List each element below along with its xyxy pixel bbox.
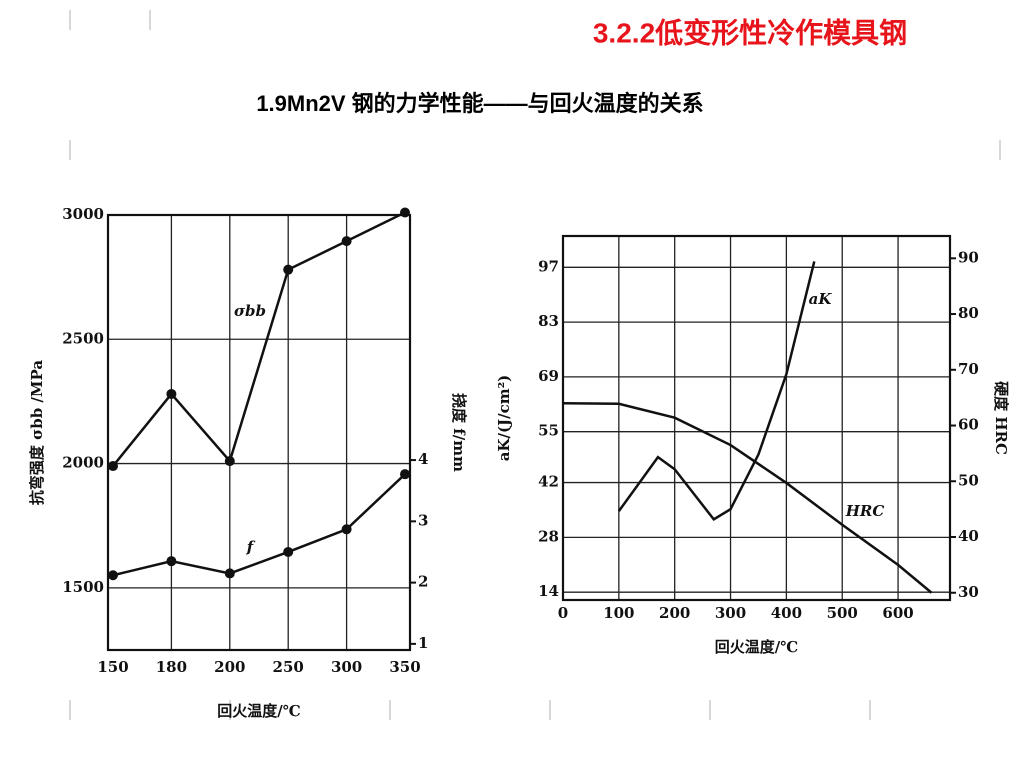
point [224, 456, 235, 467]
y-axis-title: 抗弯强度 σbb /MPa [28, 360, 46, 505]
x-tick-label: 250 [273, 658, 304, 676]
point [283, 546, 294, 557]
x-tick-label: 300 [331, 658, 362, 676]
slide-subtitle: 1.9Mn2V 钢的力学性能——与回火温度的关系 [256, 91, 703, 116]
plot-frame [106, 213, 412, 652]
series-line [112, 211, 406, 467]
point [108, 461, 118, 472]
y2-tick-label: 80 [958, 304, 979, 322]
series-line [617, 261, 816, 522]
y-tick-label: 42 [538, 473, 559, 491]
point [341, 524, 352, 535]
y2-tick-label: 90 [958, 248, 979, 266]
series-label: aK [809, 290, 833, 308]
point [341, 236, 352, 247]
x-tick-label: 100 [603, 604, 634, 622]
point [283, 264, 294, 275]
y-tick-label: 69 [538, 367, 559, 385]
y-tick-label: 83 [538, 312, 559, 330]
y2-tick-label: 3 [418, 511, 428, 529]
x-tick-label: 400 [771, 604, 802, 622]
point [166, 388, 177, 399]
y-tick-label: 14 [538, 582, 559, 600]
x-tick-label: 350 [389, 658, 420, 676]
x-axis-title: 回火温度/℃ [715, 638, 798, 656]
y2-axis-title: 挠度 f/mm [450, 393, 468, 472]
series-line [562, 401, 933, 594]
point [108, 570, 118, 581]
x-tick-label: 150 [97, 658, 128, 676]
y2-tick-label: 4 [418, 450, 428, 468]
series-label: σbb [234, 302, 266, 320]
series-label: f [246, 538, 256, 556]
series-label: HRC [845, 502, 885, 520]
y2-tick-label: 1 [418, 634, 428, 652]
x-axis-title: 回火温度/℃ [217, 702, 300, 720]
y2-tick-label: 50 [958, 471, 979, 489]
decoration [69, 10, 1001, 720]
x-tick-label: 200 [659, 604, 690, 622]
slide-title: 3.2.2低变形性冷作模具钢 [593, 16, 907, 48]
y-axis-title: aK/(J/cm²) [495, 375, 513, 462]
plot-frame [561, 234, 952, 602]
x-tick-label: 300 [715, 604, 746, 622]
y2-tick-label: 70 [958, 360, 979, 378]
y-tick-label: 3000 [62, 205, 104, 223]
y2-tick-label: 30 [958, 583, 979, 601]
x-tick-label: 200 [214, 658, 245, 676]
y-tick-label: 97 [538, 257, 559, 275]
x-tick-label: 500 [827, 604, 858, 622]
y-tick-label: 1500 [62, 578, 104, 596]
x-tick-label: 180 [156, 658, 187, 676]
point [400, 207, 410, 218]
point [224, 568, 235, 579]
y2-axis-title: 硬度 HRC [992, 381, 1010, 455]
point [166, 556, 177, 567]
y2-tick-label: 60 [958, 416, 979, 434]
y-tick-label: 28 [538, 527, 559, 545]
y-tick-label: 2500 [62, 329, 104, 347]
point [400, 469, 410, 480]
x-tick-label: 0 [558, 604, 568, 622]
y-tick-label: 2000 [62, 454, 104, 472]
series-line [112, 473, 406, 577]
y-tick-label: 55 [538, 422, 559, 440]
x-tick-label: 600 [882, 604, 913, 622]
y2-tick-label: 40 [958, 527, 979, 545]
y2-tick-label: 2 [418, 573, 428, 591]
